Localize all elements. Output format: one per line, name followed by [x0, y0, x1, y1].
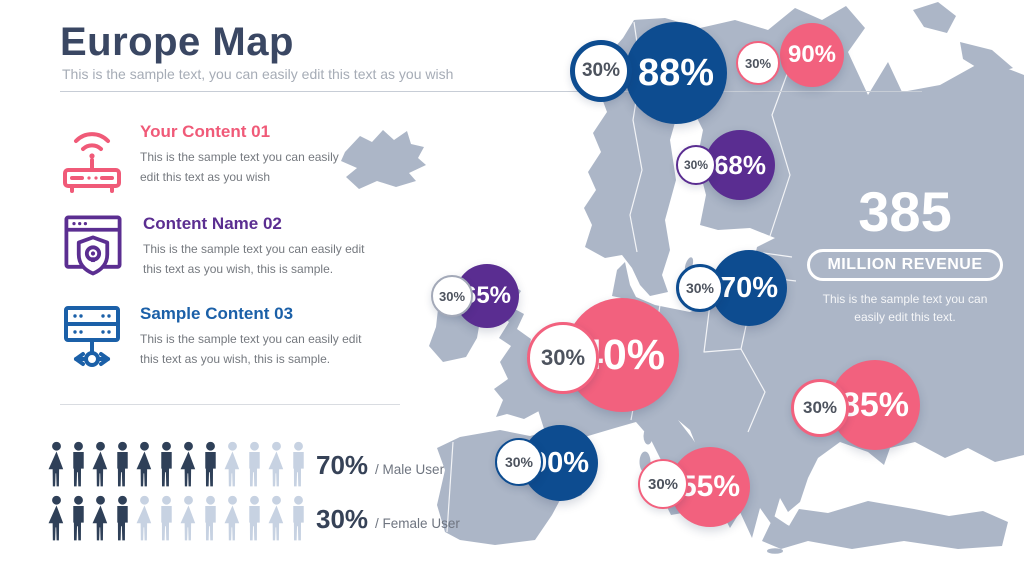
map-bubble-68%: 68% — [705, 130, 775, 200]
man-icon — [73, 441, 84, 487]
country-border — [740, 348, 766, 433]
woman-icon — [136, 441, 152, 487]
female-user-label: 30% / Female User — [316, 504, 506, 535]
island-shape — [960, 42, 1013, 75]
woman-icon — [48, 495, 64, 541]
server-network-icon — [52, 296, 132, 381]
content-heading-2: Content Name 02 — [143, 214, 282, 233]
revenue-unit-badge: MILLION REVENUE — [807, 249, 1003, 281]
content-body-2: This is the sample text you can easily e… — [143, 242, 365, 276]
iceland-shape — [341, 130, 426, 189]
woman-icon — [224, 441, 240, 487]
map-bubble-secondary-90%: 30% — [495, 438, 543, 486]
man-icon — [293, 495, 304, 541]
content-heading-1: Your Content 01 — [140, 122, 271, 141]
content-body-3: This is the sample text you can easily e… — [140, 332, 362, 366]
map-bubble-secondary-55%: 30% — [638, 459, 688, 509]
woman-icon — [224, 495, 240, 541]
page-title: Europe Map — [60, 20, 294, 64]
section-divider — [60, 404, 400, 405]
country-border — [769, 57, 794, 237]
revenue-callout: 385 MILLION REVENUE This is the sample t… — [795, 184, 1015, 326]
header-underline — [60, 91, 922, 92]
man-icon — [117, 495, 128, 541]
man-icon — [205, 495, 216, 541]
map-bubble-secondary-88%: 30% — [570, 40, 632, 102]
map-bubble-90%: 90% — [780, 23, 844, 87]
male-user-percent: 70% — [316, 450, 369, 480]
woman-icon — [48, 441, 64, 487]
router-wifi-icon — [52, 114, 132, 199]
map-bubble-secondary-40%: 30% — [527, 322, 599, 394]
man-icon — [293, 441, 304, 487]
content-body-1: This is the sample text you can easily e… — [140, 150, 339, 184]
island-shape — [913, 2, 956, 33]
woman-icon — [268, 441, 284, 487]
female-user-percent: 30% — [316, 504, 369, 534]
map-bubble-secondary-65%: 30% — [431, 275, 473, 317]
woman-icon — [92, 441, 108, 487]
man-icon — [161, 441, 172, 487]
woman-icon — [92, 495, 108, 541]
map-bubble-85%: 85% — [830, 360, 920, 450]
map-bubble-secondary-85%: 30% — [791, 379, 849, 437]
island-shape — [643, 427, 653, 445]
woman-icon — [136, 495, 152, 541]
woman-icon — [180, 495, 196, 541]
page-subtitle: This is the sample text, you can easily … — [62, 66, 454, 82]
browser-shield-icon — [55, 206, 131, 287]
male-user-caption: / Male User — [375, 462, 445, 477]
man-icon — [117, 441, 128, 487]
male-user-row: 70% / Male User — [46, 439, 444, 487]
male-user-pictogram — [46, 441, 309, 487]
island-shape — [767, 548, 783, 554]
man-icon — [205, 441, 216, 487]
revenue-note: This is the sample text you can easily e… — [822, 292, 988, 324]
female-user-pictogram — [46, 495, 309, 541]
map-bubble-88%: 88% — [625, 22, 727, 124]
content-heading-3: Sample Content 03 — [140, 304, 294, 323]
female-user-caption: / Female User — [375, 516, 460, 531]
woman-icon — [268, 495, 284, 541]
map-bubble-secondary-68%: 30% — [676, 145, 716, 185]
man-icon — [73, 495, 84, 541]
map-bubble-secondary-90%: 30% — [736, 41, 780, 85]
map-bubble-secondary-70%: 30% — [676, 264, 724, 312]
man-icon — [249, 441, 260, 487]
island-shape — [782, 525, 790, 529]
revenue-value: 385 — [858, 180, 952, 243]
turkey-shape — [762, 501, 1008, 549]
man-icon — [249, 495, 260, 541]
male-user-label: 70% / Male User — [316, 450, 506, 481]
country-border — [446, 441, 454, 533]
man-icon — [161, 495, 172, 541]
female-user-row: 30% / Female User — [46, 493, 460, 541]
woman-icon — [180, 441, 196, 487]
